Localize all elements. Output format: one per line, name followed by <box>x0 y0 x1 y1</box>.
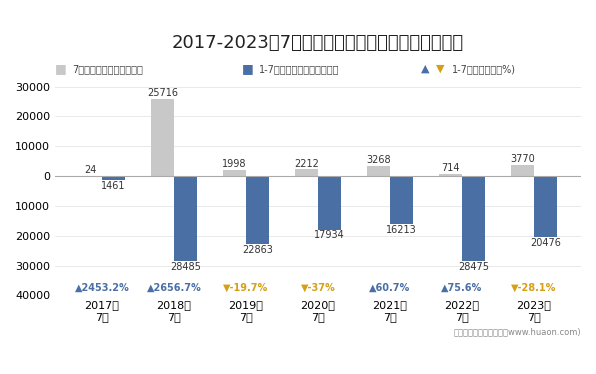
Text: ▲2453.2%: ▲2453.2% <box>74 283 129 293</box>
Text: 20476: 20476 <box>530 238 561 248</box>
Text: ■: ■ <box>55 62 67 75</box>
Bar <box>390 176 413 224</box>
Text: 1-7月进出口总额（万美元）: 1-7月进出口总额（万美元） <box>259 64 340 74</box>
Bar <box>151 99 174 176</box>
Text: 25716: 25716 <box>147 89 178 98</box>
Text: 16213: 16213 <box>386 225 417 235</box>
Text: 1998: 1998 <box>222 159 247 169</box>
Text: 制图：华经产业研究院（www.huaon.com): 制图：华经产业研究院（www.huaon.com) <box>454 327 581 336</box>
Text: ▲2656.7%: ▲2656.7% <box>147 283 201 293</box>
Text: 22863: 22863 <box>242 245 273 255</box>
Text: 2212: 2212 <box>294 159 319 169</box>
Bar <box>511 165 534 176</box>
Bar <box>318 176 341 230</box>
Text: ▲60.7%: ▲60.7% <box>370 283 411 293</box>
Text: 3770: 3770 <box>510 154 535 164</box>
Text: 3268: 3268 <box>366 156 391 165</box>
Text: ■: ■ <box>242 62 253 75</box>
Bar <box>367 166 390 176</box>
Text: 17934: 17934 <box>314 230 345 240</box>
Bar <box>102 176 125 180</box>
Bar <box>174 176 197 261</box>
Text: 1-7月同比增速（%): 1-7月同比增速（%) <box>452 64 516 74</box>
Text: ▼-28.1%: ▼-28.1% <box>511 283 557 293</box>
Text: 24: 24 <box>84 165 97 175</box>
Bar <box>223 170 246 176</box>
Bar <box>246 176 269 244</box>
Text: ▲75.6%: ▲75.6% <box>442 283 483 293</box>
Text: 28475: 28475 <box>458 262 489 272</box>
Text: ▼-37%: ▼-37% <box>300 283 336 293</box>
Bar <box>439 174 462 176</box>
Bar <box>295 169 318 176</box>
Text: 1461: 1461 <box>101 181 126 191</box>
Text: 28485: 28485 <box>170 262 201 272</box>
Bar <box>462 176 485 261</box>
Text: ▼: ▼ <box>436 64 445 74</box>
Text: 7月进出口总额（万美元）: 7月进出口总额（万美元） <box>72 64 143 74</box>
Text: ▲: ▲ <box>421 64 429 74</box>
Text: 714: 714 <box>441 163 460 173</box>
Text: ▼-19.7%: ▼-19.7% <box>224 283 269 293</box>
Title: 2017-2023年7月成都空港保税物流中心进出口总额: 2017-2023年7月成都空港保税物流中心进出口总额 <box>172 34 464 52</box>
Bar <box>534 176 557 237</box>
